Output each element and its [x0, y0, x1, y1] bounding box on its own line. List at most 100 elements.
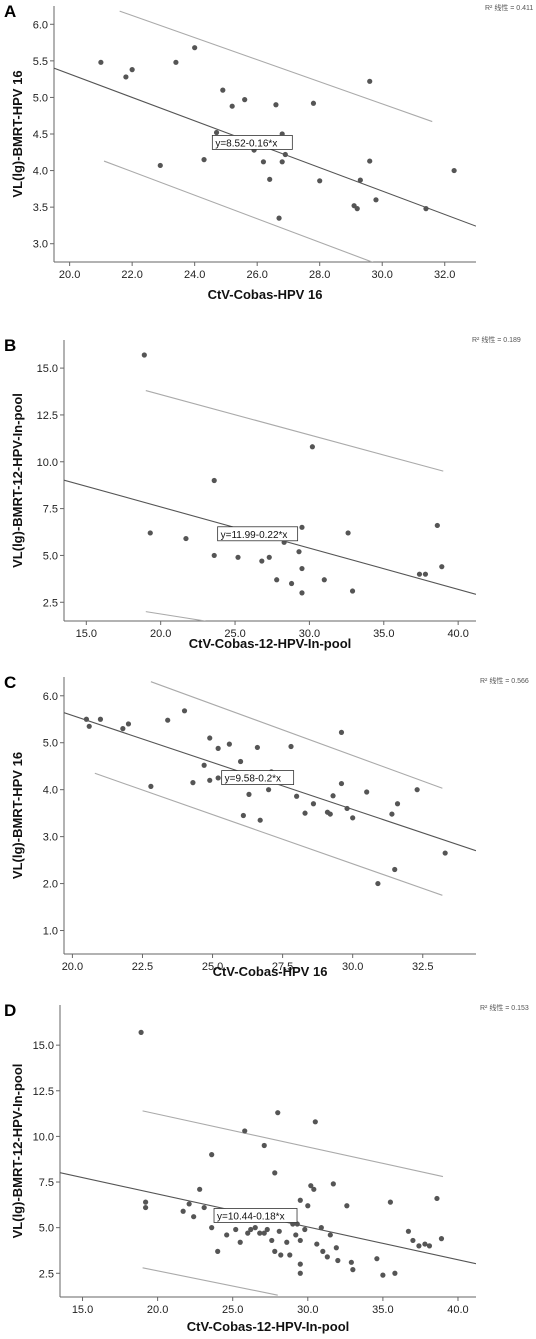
data-point	[237, 758, 244, 765]
x-tick-label: 20.0	[150, 628, 171, 640]
equation-label: y=8.52-0.16*x	[215, 138, 277, 149]
y-tick-label: 2.5	[43, 597, 58, 609]
data-point	[266, 554, 272, 560]
r2-label: R² 线性 = 0.411	[485, 3, 533, 12]
r2-label: R² 线性 = 0.153	[480, 1003, 529, 1012]
x-tick-label: 35.0	[372, 1304, 393, 1316]
y-tick-label: 12.5	[37, 410, 58, 422]
data-point	[226, 741, 232, 747]
lower-bound-line	[103, 160, 374, 262]
panel-b: B 15.0 20.0 25.0 30.0 35.0 40.0 2.5 5.0 7.5 10.0 12…	[0, 330, 536, 665]
y-tick-label: 1.0	[43, 926, 58, 938]
data-point	[237, 1239, 243, 1245]
data-point	[183, 535, 189, 542]
data-point	[434, 1195, 440, 1202]
data-point	[288, 580, 295, 587]
data-point	[186, 1201, 192, 1207]
data-point	[302, 1226, 308, 1233]
plot-area	[60, 1110, 476, 1296]
equation-label: y=10.44-0.18*x	[217, 1211, 285, 1222]
x-tick-label: 25.0	[222, 1304, 243, 1316]
data-point	[129, 67, 135, 73]
data-point	[261, 1230, 267, 1236]
y-axis-title: VL(lg)-BMRT-12-HPV-In-pool	[10, 1064, 25, 1239]
data-point	[442, 850, 448, 856]
lower-bound-line	[145, 611, 206, 621]
data-point	[302, 810, 308, 816]
data-point	[220, 87, 226, 93]
upper-bound-line	[142, 1110, 444, 1178]
y-axis-title: VL(lg)-BMRT-HPV 16	[10, 70, 25, 197]
data-point	[215, 775, 221, 781]
y-tick-label: 2.5	[39, 1268, 54, 1280]
x-tick-label: 22.0	[121, 269, 142, 281]
y-tick-label: 7.5	[39, 1177, 54, 1189]
data-point	[344, 805, 350, 812]
y-tick-label: 5.0	[43, 550, 58, 562]
data-point	[312, 1119, 318, 1125]
data-point	[299, 524, 305, 530]
data-point	[272, 1248, 278, 1254]
y-tick-label: 10.0	[37, 457, 58, 469]
y-tick-label: 15.0	[37, 363, 58, 375]
data-point	[451, 167, 457, 174]
data-point	[438, 1236, 445, 1242]
x-tick-label: 25.0	[202, 961, 223, 973]
y-tick-label: 7.5	[43, 504, 58, 516]
x-axis-title: CtV-Cobas-12-HPV-In-pool	[189, 636, 352, 651]
data-point	[211, 552, 217, 559]
data-point	[405, 1228, 412, 1234]
y-tick-label: 3.5	[33, 202, 48, 214]
data-point	[157, 162, 163, 169]
y-tick-label: 12.5	[33, 1086, 54, 1098]
data-point	[374, 1256, 380, 1262]
data-point	[294, 793, 300, 799]
data-point	[305, 1203, 311, 1209]
y-tick-label: 5.5	[33, 56, 48, 68]
y-tick-label: 3.0	[33, 239, 48, 251]
x-tick-label: 22.5	[132, 961, 153, 973]
data-point	[335, 1257, 341, 1264]
data-point	[260, 159, 267, 165]
data-point	[389, 811, 395, 817]
x-tick-label: 30.0	[297, 1304, 318, 1316]
data-point	[321, 577, 327, 583]
data-point	[276, 215, 282, 221]
panel-letter: B	[4, 336, 16, 355]
equation-label: y=11.99-0.22*x	[221, 530, 288, 541]
r2-label: R² 线性 = 0.566	[480, 676, 529, 685]
data-point	[287, 1252, 293, 1258]
data-point	[275, 1110, 281, 1116]
data-point	[267, 176, 273, 182]
panel-d: D 15.0 20.0 25.0 30.0 35.0 40.0 2.5 5.0 7.5 10.0 12…	[0, 995, 536, 1339]
data-point	[209, 1152, 215, 1158]
data-point	[422, 1241, 428, 1247]
data-point	[181, 708, 188, 714]
y-tick-label: 4.0	[33, 166, 48, 178]
data-point	[207, 777, 213, 783]
data-point	[248, 1226, 254, 1233]
data-point	[394, 801, 401, 807]
data-point	[349, 588, 356, 594]
panel-letter: C	[4, 673, 16, 692]
data-point	[434, 522, 440, 529]
data-point	[279, 159, 285, 165]
data-point	[373, 197, 379, 203]
data-point	[380, 1272, 386, 1278]
data-point	[147, 530, 153, 536]
data-point	[213, 129, 220, 136]
data-point	[180, 1208, 186, 1214]
x-tick-label: 15.0	[72, 1304, 93, 1316]
data-point	[240, 812, 246, 819]
data-point	[201, 762, 207, 768]
data-point	[97, 716, 104, 722]
data-point	[348, 1259, 354, 1265]
r2-label: R² 线性 = 0.189	[472, 335, 521, 344]
data-point	[215, 1248, 221, 1254]
data-point	[261, 1142, 267, 1149]
x-tick-label: 32.0	[434, 269, 455, 281]
x-tick-label: 25.0	[224, 628, 245, 640]
data-point	[282, 151, 288, 158]
data-point	[367, 78, 373, 84]
data-point	[308, 1183, 314, 1189]
